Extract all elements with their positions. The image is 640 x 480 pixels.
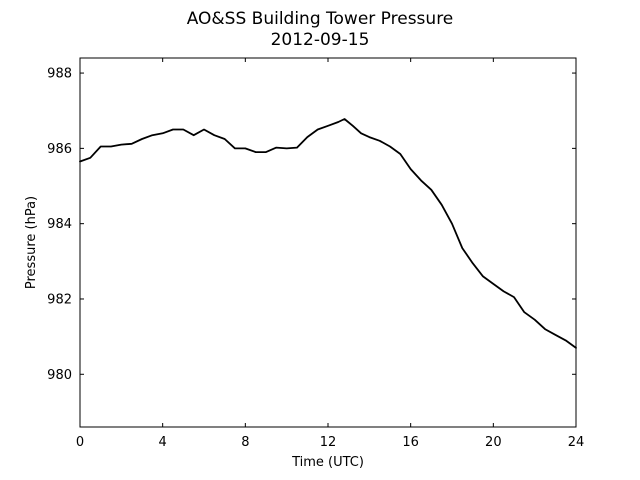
y-axis-label: Pressure (hPa) bbox=[24, 196, 39, 289]
x-tick-label: 24 bbox=[568, 435, 585, 450]
x-tick-label: 4 bbox=[159, 435, 167, 450]
y-tick-label: 988 bbox=[47, 67, 72, 82]
pressure-series-line bbox=[79, 118, 577, 349]
y-tick-label: 982 bbox=[47, 292, 72, 307]
x-axis-label: Time (UTC) bbox=[291, 455, 364, 470]
x-tick-label: 16 bbox=[402, 435, 419, 450]
chart-title: AO&SS Building Tower Pressure bbox=[187, 9, 454, 29]
plot-area-frame bbox=[79, 57, 577, 428]
x-tick-label: 0 bbox=[76, 435, 84, 450]
x-tick-label: 12 bbox=[320, 435, 337, 450]
x-tick-label: 8 bbox=[241, 435, 249, 450]
y-tick-label: 986 bbox=[47, 142, 72, 157]
y-tick-label: 980 bbox=[47, 368, 72, 383]
series-layer bbox=[79, 118, 577, 349]
chart-subtitle: 2012-09-15 bbox=[271, 30, 370, 50]
x-tick-label: 20 bbox=[485, 435, 502, 450]
tick-layer: 0 4 8 12 16 20 24 980 982 984 986 988 bbox=[47, 58, 584, 450]
y-tick-label: 984 bbox=[47, 217, 72, 232]
